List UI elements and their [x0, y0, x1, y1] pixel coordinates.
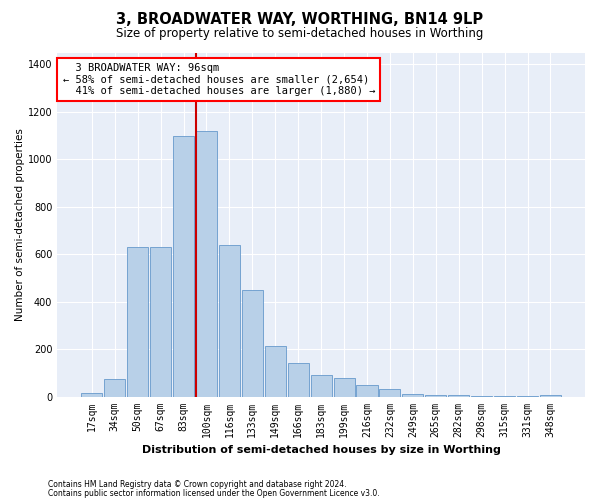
Bar — [311, 375, 332, 396]
Bar — [334, 378, 355, 396]
Y-axis label: Number of semi-detached properties: Number of semi-detached properties — [15, 128, 25, 321]
Bar — [173, 136, 194, 396]
Bar — [403, 394, 424, 396]
Bar — [219, 244, 240, 396]
Text: Contains public sector information licensed under the Open Government Licence v3: Contains public sector information licen… — [48, 489, 380, 498]
Text: 3 BROADWATER WAY: 96sqm
← 58% of semi-detached houses are smaller (2,654)
  41% : 3 BROADWATER WAY: 96sqm ← 58% of semi-de… — [62, 63, 375, 96]
Text: Size of property relative to semi-detached houses in Worthing: Size of property relative to semi-detach… — [116, 28, 484, 40]
Bar — [127, 247, 148, 396]
Bar — [379, 390, 400, 396]
Bar — [242, 290, 263, 397]
Bar — [104, 379, 125, 396]
Bar — [356, 384, 377, 396]
Bar — [265, 346, 286, 397]
X-axis label: Distribution of semi-detached houses by size in Worthing: Distribution of semi-detached houses by … — [142, 445, 500, 455]
Bar — [287, 364, 309, 396]
Bar — [196, 131, 217, 396]
Bar — [81, 393, 103, 396]
Text: 3, BROADWATER WAY, WORTHING, BN14 9LP: 3, BROADWATER WAY, WORTHING, BN14 9LP — [116, 12, 484, 28]
Text: Contains HM Land Registry data © Crown copyright and database right 2024.: Contains HM Land Registry data © Crown c… — [48, 480, 347, 489]
Bar — [150, 247, 171, 396]
